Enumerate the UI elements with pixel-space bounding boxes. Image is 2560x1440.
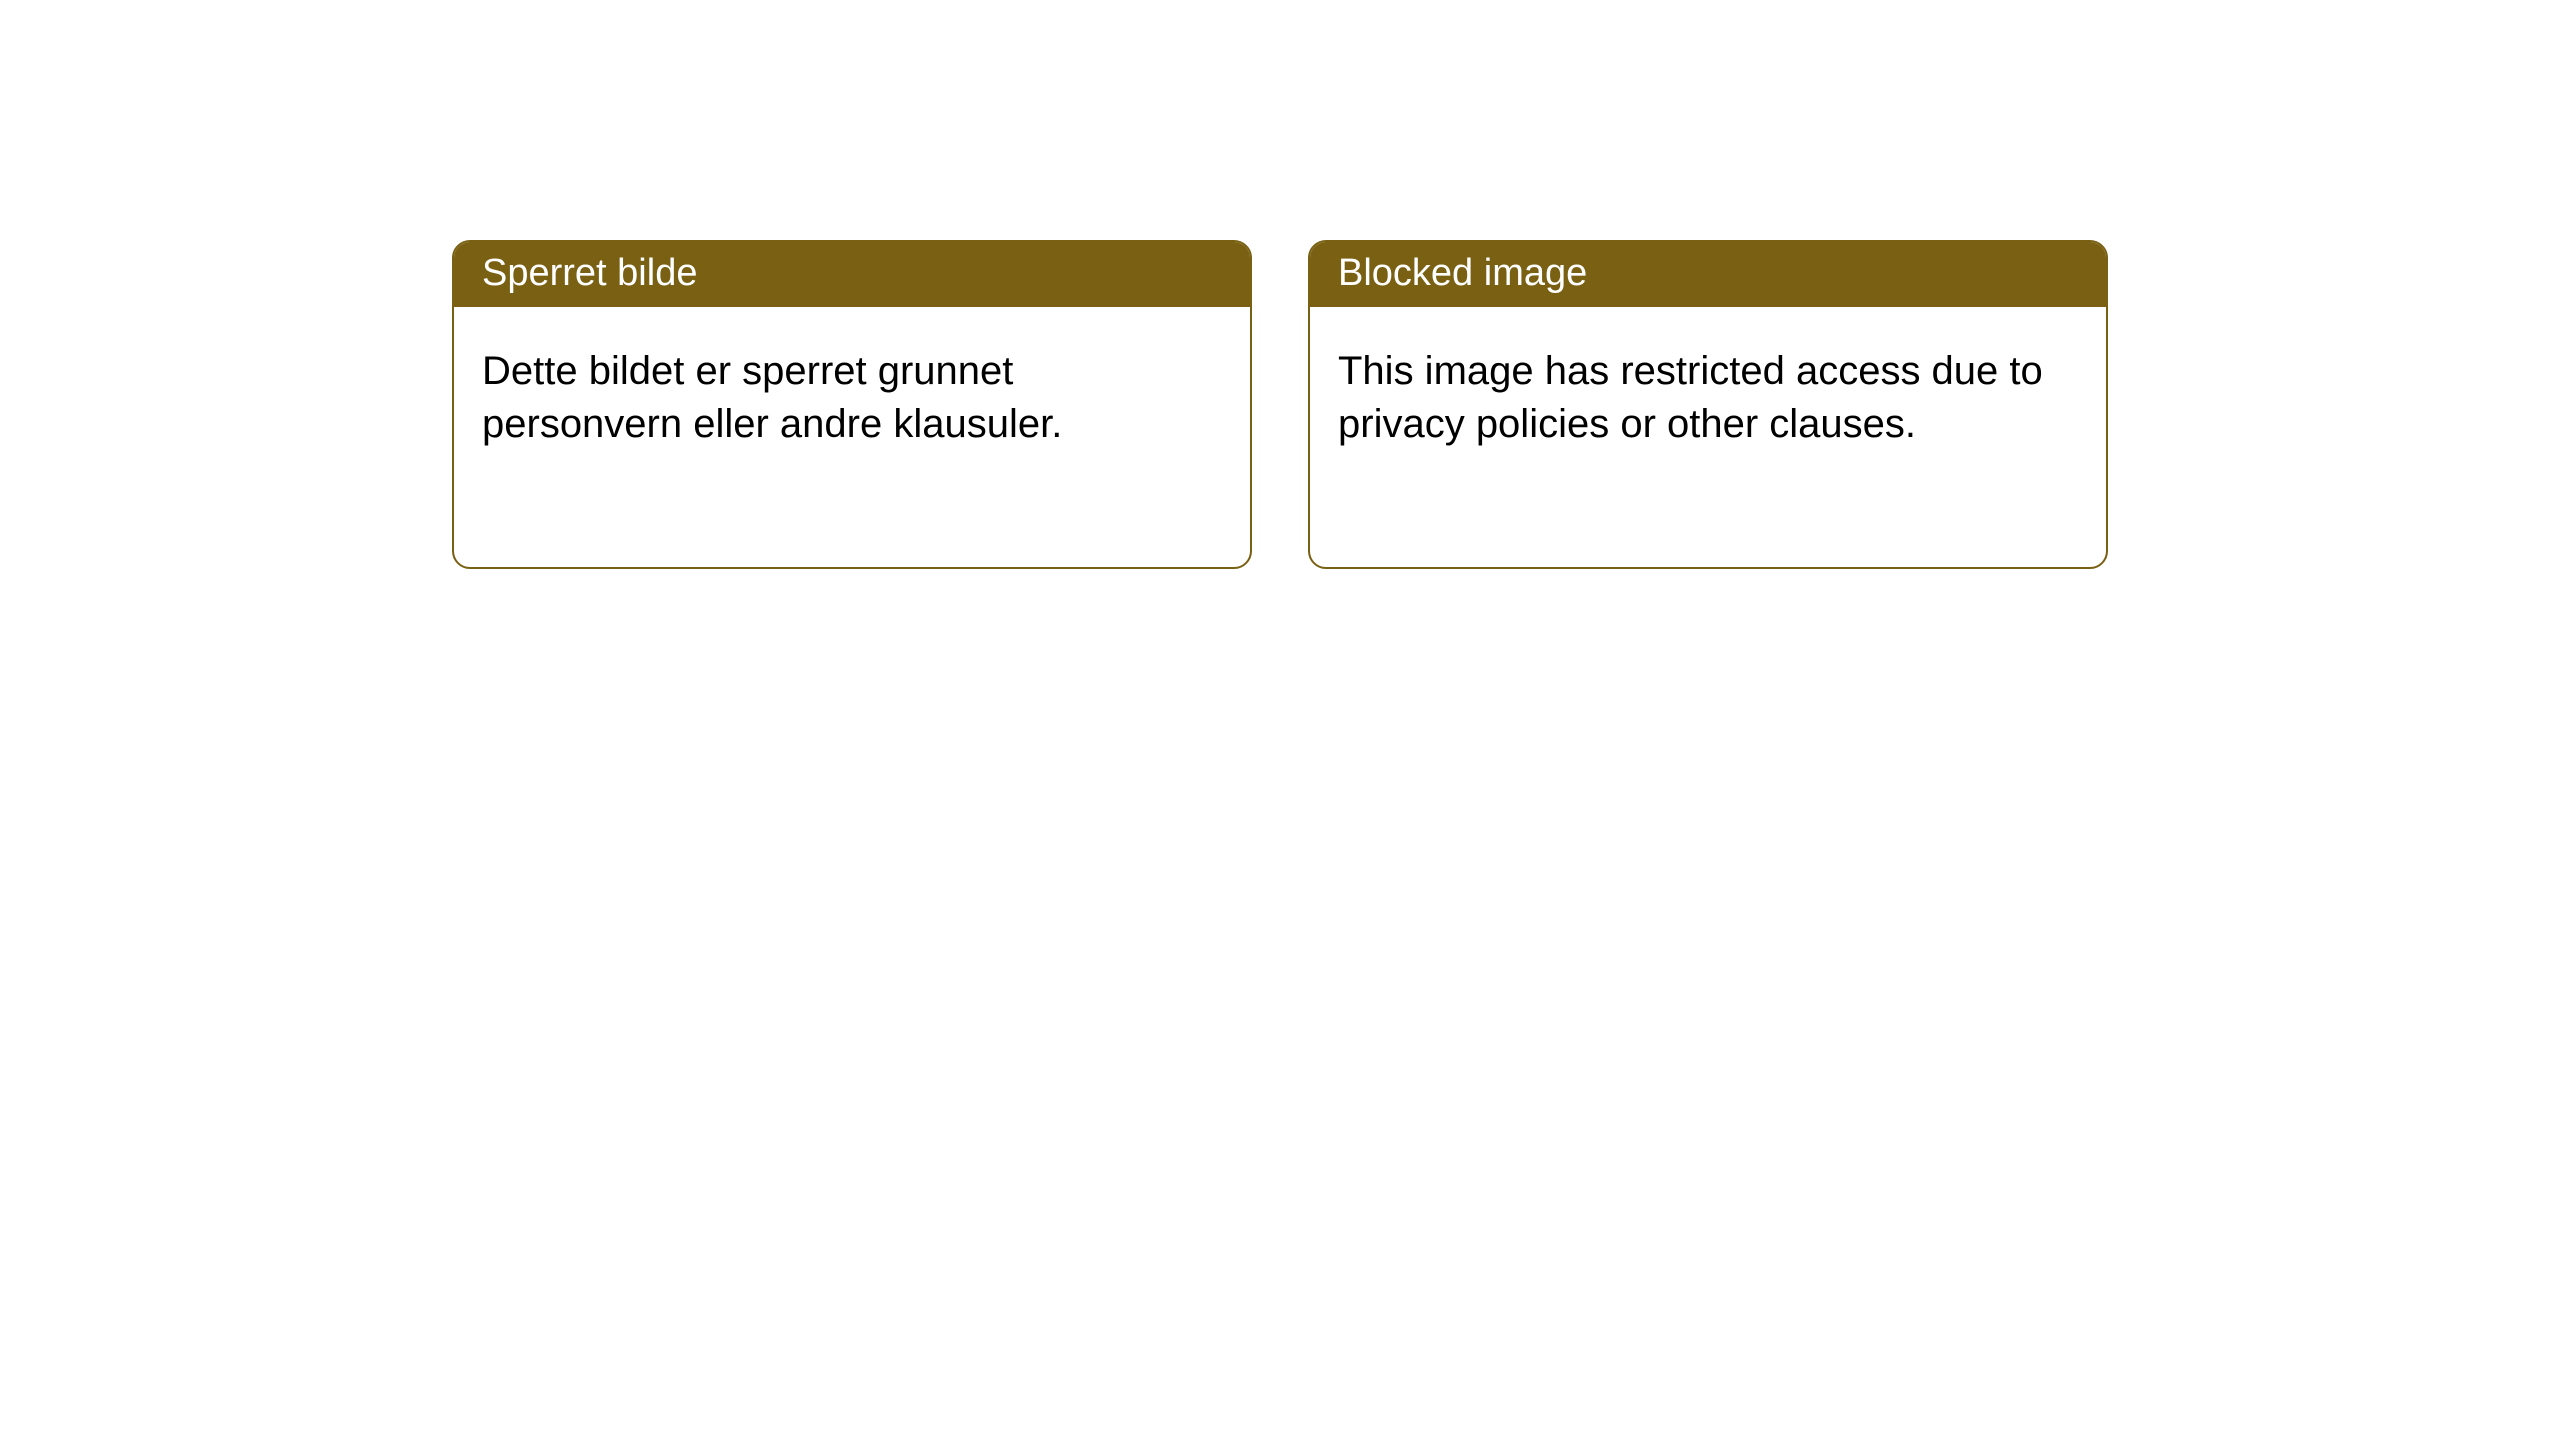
card-body-en: This image has restricted access due to … [1310, 307, 2106, 567]
blocked-image-notice-container: Sperret bilde Dette bildet er sperret gr… [452, 240, 2108, 569]
card-header-no: Sperret bilde [454, 242, 1250, 307]
blocked-image-card-en: Blocked image This image has restricted … [1308, 240, 2108, 569]
blocked-image-card-no: Sperret bilde Dette bildet er sperret gr… [452, 240, 1252, 569]
card-header-en: Blocked image [1310, 242, 2106, 307]
card-body-no: Dette bildet er sperret grunnet personve… [454, 307, 1250, 567]
